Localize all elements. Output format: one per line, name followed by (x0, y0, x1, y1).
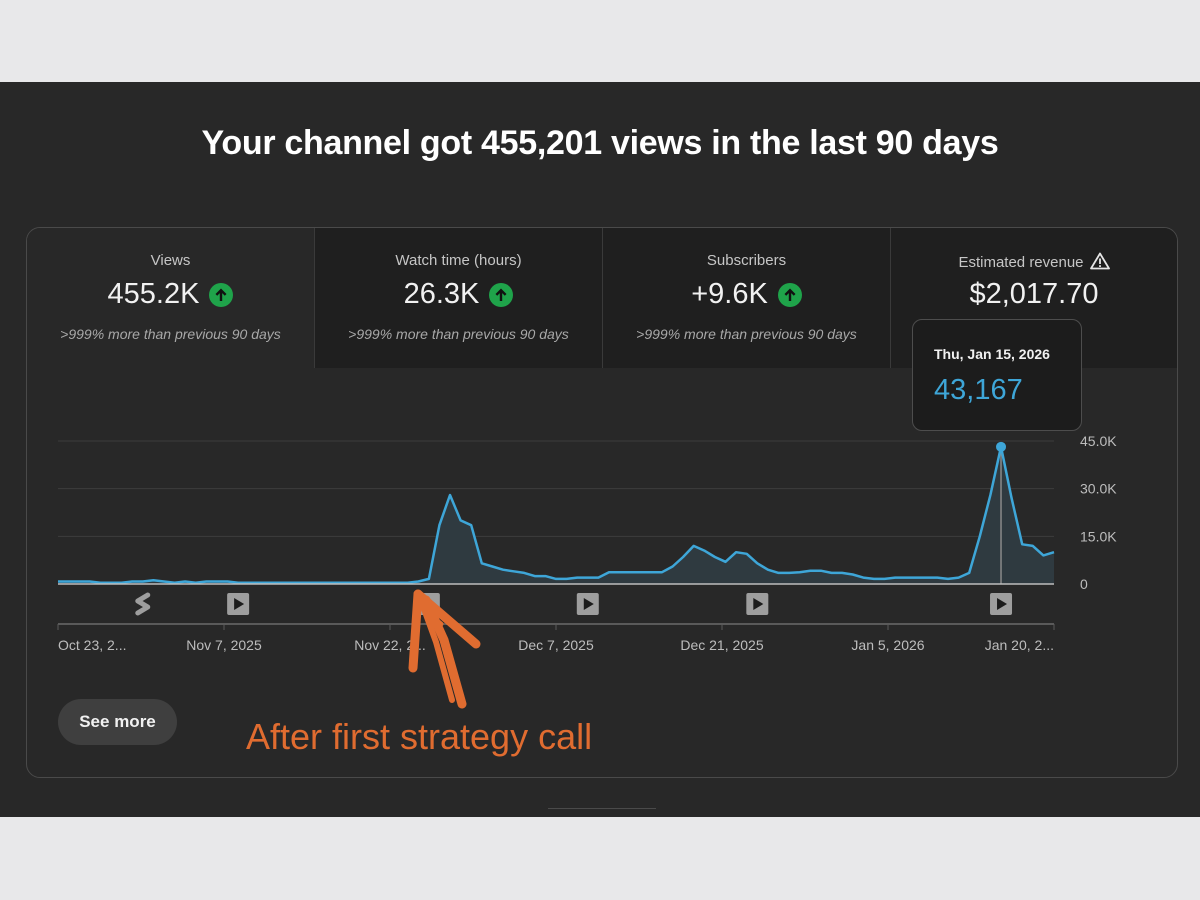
chart-tooltip: Thu, Jan 15, 2026 43,167 (912, 319, 1082, 431)
x-tick-label: Dec 21, 2025 (680, 637, 763, 653)
chart-grid (58, 440, 1054, 537)
arrow-up-circle-icon (777, 282, 802, 307)
tab-divider (890, 228, 891, 368)
page-title: Your channel got 455,201 views in the la… (201, 124, 999, 162)
y-tick-label: 15.0K (1080, 528, 1117, 544)
see-more-button[interactable]: See more (58, 699, 177, 745)
x-tick-label: Dec 7, 2025 (518, 637, 594, 653)
annotation-arrow (408, 589, 481, 709)
arrow-up-circle-icon (209, 282, 234, 307)
shorts-shape (135, 592, 151, 616)
annotation-text: After first strategy call (246, 716, 593, 757)
bottom-divider (548, 808, 656, 809)
tab-label-row: Estimated revenue (891, 252, 1177, 271)
highlight-point[interactable] (996, 441, 1007, 452)
video-play-icon[interactable] (576, 593, 599, 615)
x-tick-label: Jan 20, 2... (985, 637, 1054, 653)
tab-watch-time[interactable]: Watch time (hours) 26.3K >999% more than… (315, 228, 602, 368)
tab-value: $2,017.70 (969, 278, 1099, 310)
metrics-card: Views 455.2K >999% more than previous 90… (26, 227, 1178, 778)
tab-value: +9.6K (691, 278, 768, 310)
x-tick-label: Oct 23, 2... (58, 637, 126, 653)
tab-label: Views (150, 252, 191, 269)
tab-label: Subscribers (706, 252, 787, 269)
y-axis-labels: 45.0K 30.0K 15.0K 0 (1080, 433, 1117, 592)
tab-label: Estimated revenue (958, 254, 1084, 271)
tab-comparison-note: >999% more than previous 90 days (348, 326, 569, 342)
y-tick-label: 0 (1080, 576, 1088, 592)
video-play-icon[interactable] (746, 593, 769, 615)
shorts-icon[interactable] (135, 592, 151, 616)
x-tick-label: Jan 5, 2026 (851, 637, 924, 653)
tab-label: Watch time (hours) (395, 252, 522, 269)
tab-comparison-note: >999% more than previous 90 days (60, 326, 281, 342)
play-triangle (583, 598, 594, 610)
arrow-up-circle-icon (489, 282, 514, 307)
upload-markers (135, 592, 1013, 616)
tab-value: 26.3K (403, 278, 480, 310)
views-area (58, 446, 1054, 584)
tooltip-date: Thu, Jan 15, 2026 (934, 346, 1050, 362)
y-tick-label: 30.0K (1080, 481, 1117, 497)
video-play-icon[interactable] (227, 593, 250, 615)
x-tick-label: Nov 7, 2025 (186, 637, 262, 653)
play-triangle (997, 598, 1008, 610)
tab-divider (314, 228, 315, 368)
tab-comparison-note: >999% more than previous 90 days (636, 326, 857, 342)
y-tick-label: 45.0K (1080, 433, 1117, 449)
tab-views[interactable]: Views 455.2K >999% more than previous 90… (27, 228, 314, 368)
tab-divider (602, 228, 603, 368)
video-play-icon[interactable] (990, 593, 1013, 615)
warning-icon[interactable] (1089, 252, 1110, 270)
tab-subscribers[interactable]: Subscribers +9.6K >999% more than previo… (603, 228, 890, 368)
x-tick-label: Nov 22, 2... (354, 637, 426, 653)
play-triangle (753, 598, 764, 610)
tooltip-value: 43,167 (934, 374, 1023, 406)
views-line (58, 445, 1055, 584)
tab-value: 455.2K (107, 278, 200, 310)
x-axis-labels: Oct 23, 2... Nov 7, 2025 Nov 22, 2... Dec 7… (57, 624, 1055, 653)
play-triangle (234, 598, 245, 610)
